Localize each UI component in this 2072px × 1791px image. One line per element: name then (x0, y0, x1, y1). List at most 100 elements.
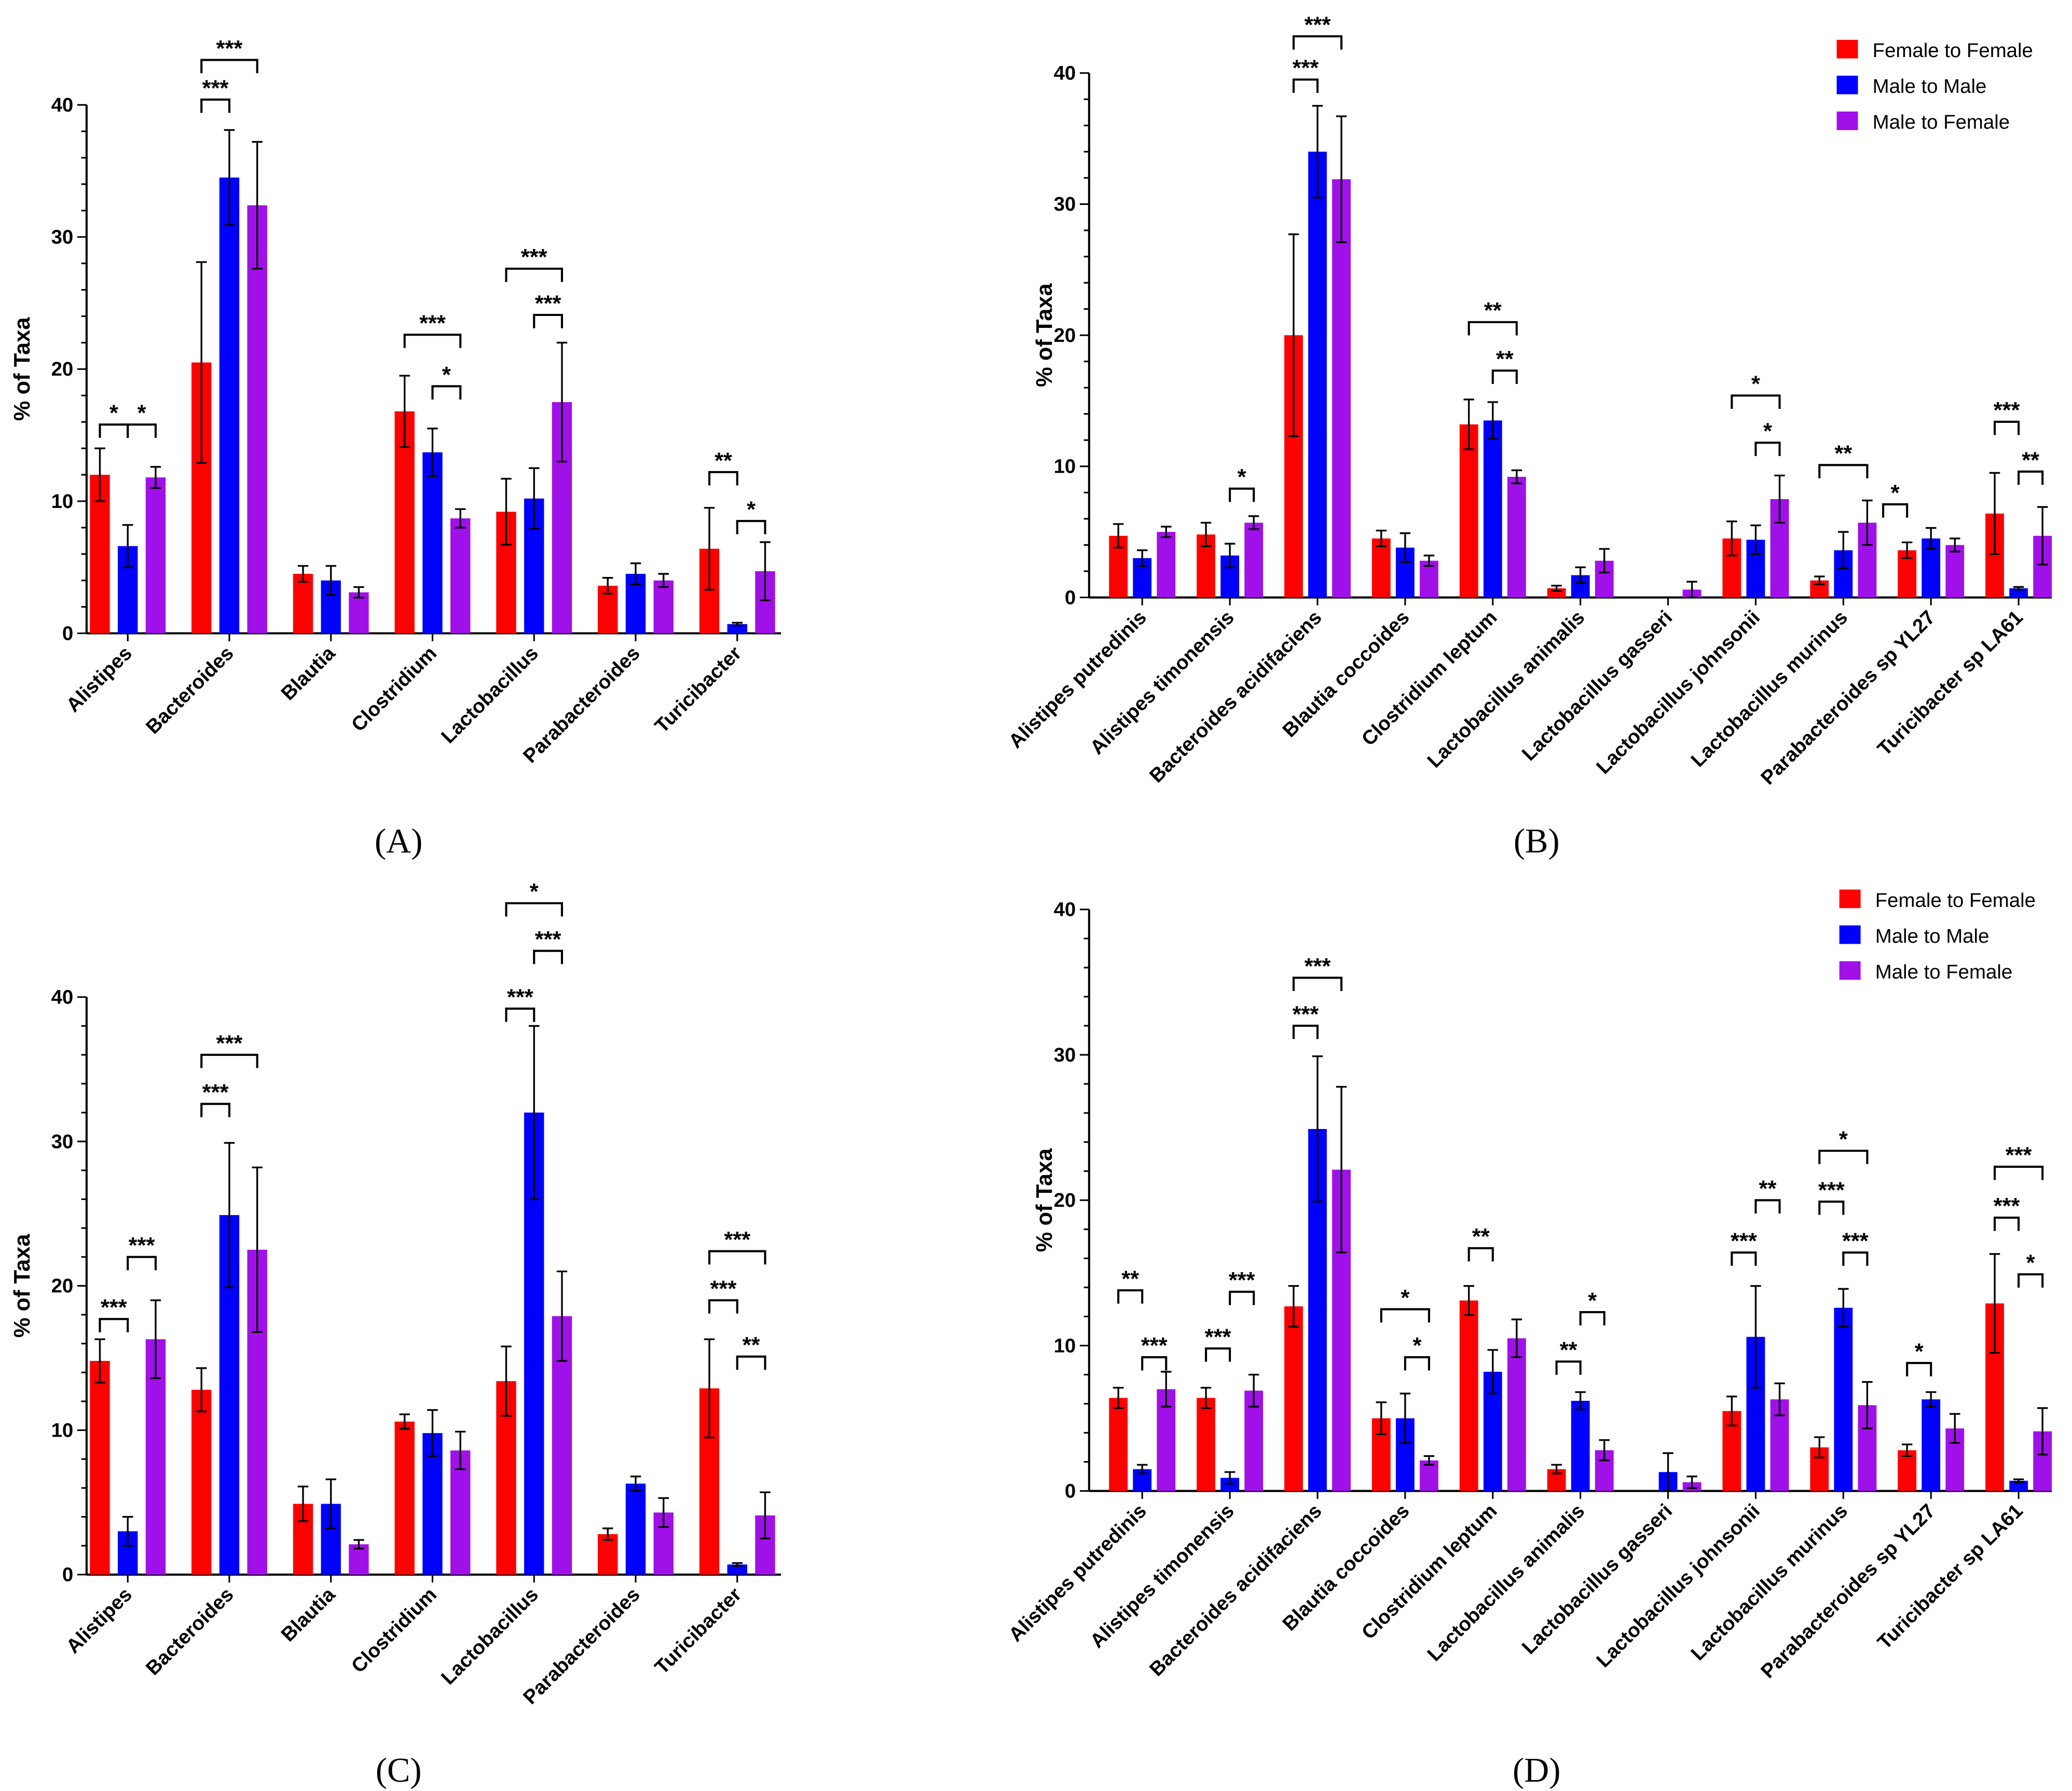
y-tick-label: 40 (1054, 899, 1076, 921)
significance-label: *** (1994, 1194, 2020, 1219)
significance-bracket (1818, 1201, 1845, 1215)
bar (1507, 1338, 1526, 1491)
significance-label: * (1915, 1339, 1924, 1364)
significance-bracket (1292, 976, 1343, 991)
panel-label: (D) (1513, 1752, 1560, 1789)
significance-label: *** (724, 1228, 750, 1252)
significance-label: *** (1842, 1229, 1869, 1253)
x-tick-label: Lactobacillus johnsonii (1592, 606, 1764, 778)
significance-bracket (1882, 503, 1909, 518)
significance-bracket (1994, 1216, 2020, 1231)
significance-bracket (736, 1355, 766, 1370)
significance-bracket (1292, 1024, 1319, 1039)
bar (1459, 424, 1478, 598)
x-tick-label: Bacteroides (142, 1583, 238, 1680)
significance-label: * (1839, 1127, 1848, 1152)
x-tick-label: Lactobacillus johnsonii (1592, 1500, 1764, 1672)
bar (1371, 538, 1391, 598)
bar (1332, 179, 1351, 598)
bar (422, 452, 443, 633)
bar (625, 1483, 646, 1575)
x-tick-label: Parabacteroides sp YL27 (1757, 606, 1940, 789)
legend-swatch (1839, 889, 1861, 908)
significance-label: * (1751, 372, 1760, 397)
significance-label: ** (1472, 1224, 1490, 1249)
significance-bracket (1994, 420, 2020, 435)
bar (1109, 1398, 1128, 1491)
significance-bracket (1731, 394, 1781, 409)
significance-label: *** (1205, 1325, 1231, 1349)
significance-bracket (1994, 1165, 2044, 1180)
y-tick-label: 20 (1054, 1189, 1076, 1211)
y-tick-label: 20 (1054, 324, 1076, 347)
significance-bracket (1380, 1308, 1430, 1323)
significance-label: * (2026, 1251, 2035, 1276)
significance-bracket (708, 1250, 766, 1265)
panel-label: (A) (375, 822, 422, 860)
x-tick-label: Lactobacillus gasseri (1518, 606, 1677, 765)
significance-label: ** (743, 1333, 760, 1358)
significance-label: *** (1305, 954, 1331, 979)
chart-panel-c: 0 10 20 30 40 % of Taxa Alistipes Bacteroides Bl… (10, 879, 781, 1789)
y-axis-title: % of Taxa (10, 317, 35, 421)
significance-bracket (1842, 1251, 1869, 1266)
y-tick-label: 0 (62, 1564, 73, 1586)
legend-label: Female to Female (1875, 889, 2036, 912)
significance-label: *** (535, 927, 561, 952)
bar (450, 518, 471, 633)
significance-bracket (533, 313, 564, 328)
y-axis-title: % of Taxa (1032, 283, 1057, 387)
bar (1483, 420, 1502, 598)
significance-label: *** (202, 1080, 229, 1105)
y-axis-title: % of Taxa (10, 1234, 35, 1338)
bar (598, 1534, 618, 1575)
significance-bracket (1229, 487, 1255, 502)
significance-label: *** (1818, 1178, 1845, 1203)
significance-bracket (1229, 1290, 1255, 1305)
significance-bracket (127, 423, 157, 438)
bar (1571, 1400, 1590, 1491)
significance-bracket (1818, 1149, 1869, 1164)
x-tick-label: Bacteroides acidifaciens (1145, 1500, 1326, 1681)
y-tick-label: 30 (1054, 193, 1076, 215)
y-tick-label: 40 (51, 986, 74, 1009)
significance-label: *** (521, 245, 547, 270)
bar (1834, 1307, 1853, 1491)
bar (653, 580, 674, 633)
significance-bracket (708, 471, 738, 486)
significance-label: *** (101, 1296, 127, 1320)
significance-label: * (109, 401, 118, 426)
significance-bracket (99, 423, 129, 438)
significance-bracket (505, 902, 564, 917)
significance-bracket (1754, 442, 1781, 456)
significance-bracket (533, 949, 564, 965)
significance-bracket (99, 1318, 129, 1332)
bar (1197, 1398, 1215, 1491)
y-tick-label: 20 (51, 358, 74, 380)
y-tick-label: 10 (1054, 456, 1076, 478)
significance-label: ** (1484, 298, 1502, 323)
significance-label: *** (419, 311, 446, 336)
significance-label: ** (1560, 1338, 1577, 1363)
significance-label: *** (1293, 56, 1319, 81)
significance-label: ** (1759, 1177, 1777, 1202)
significance-bracket (200, 59, 258, 74)
bar (1507, 477, 1526, 598)
y-tick-label: 10 (51, 1419, 74, 1441)
bar (1459, 1300, 1478, 1491)
significance-label: * (138, 401, 146, 426)
significance-label: ** (1834, 442, 1852, 466)
y-tick-label: 20 (51, 1275, 74, 1297)
significance-label: ** (1496, 347, 1514, 372)
bar (1922, 1399, 1941, 1491)
chart-panel-a: 0 10 20 30 40 % of Taxa Alistipes Bacteroides Bl… (10, 36, 781, 860)
legend-swatch (1839, 925, 1861, 944)
significance-label: *** (710, 1276, 736, 1301)
x-tick-label: Parabacteroides sp YL27 (1757, 1500, 1940, 1683)
significance-bracket (2018, 470, 2044, 485)
significance-label: *** (2006, 1143, 2032, 1168)
significance-label: *** (1141, 1333, 1168, 1358)
x-tick-label: Turicibacter (651, 642, 746, 737)
significance-bracket (200, 98, 230, 113)
x-tick-label: Turicibacter sp LA61 (1873, 606, 2027, 760)
